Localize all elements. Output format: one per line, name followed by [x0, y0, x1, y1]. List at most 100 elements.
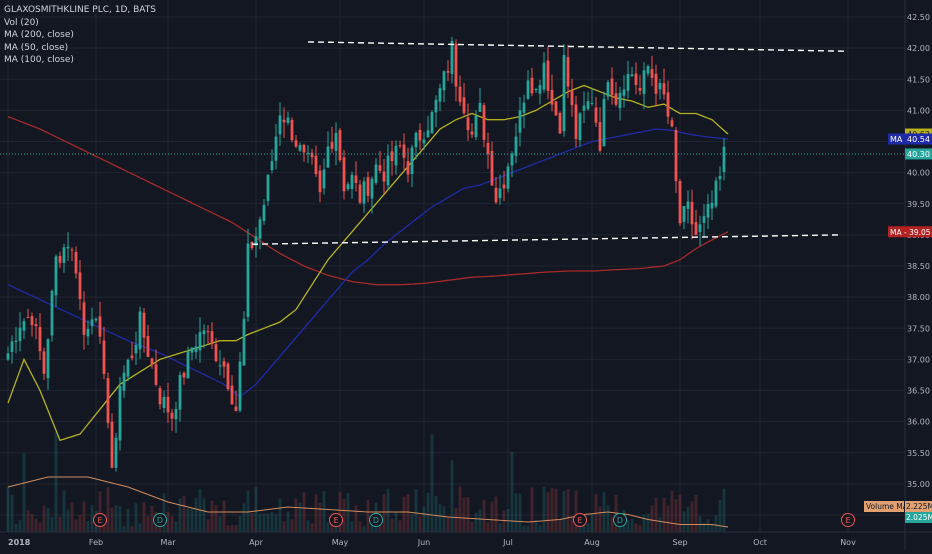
volume-bar [278, 498, 282, 532]
y-tick-label: 41.00 [907, 106, 930, 115]
candle-body [582, 105, 586, 111]
ma200-line [7, 115, 729, 286]
candle-body [482, 105, 486, 140]
candle-body [366, 177, 370, 196]
candle-body [386, 155, 390, 186]
legend-ma200[interactable]: MA (200, close) [4, 30, 74, 40]
candle-body [718, 175, 722, 180]
candle-body [290, 119, 294, 141]
candle-body [90, 319, 94, 327]
dividend-marker[interactable]: D [369, 513, 383, 527]
legend-ma100[interactable]: MA (100, close) [4, 55, 74, 65]
volume-bar [14, 523, 18, 532]
volume-bar [486, 522, 490, 532]
volume-bar [174, 521, 178, 532]
candle-body [170, 412, 174, 419]
candle-body [594, 107, 598, 123]
x-tick-label: Sep [672, 538, 687, 547]
candle-body [322, 169, 326, 189]
earnings-marker[interactable]: E [573, 513, 587, 527]
candle-body [70, 249, 74, 251]
volume-bar [710, 524, 714, 532]
volume-bar [270, 512, 274, 532]
volume-ma-line [7, 476, 729, 528]
candle-body [166, 396, 170, 413]
volume-bar [122, 525, 126, 532]
volume-bar [70, 502, 74, 532]
volume-bar [510, 452, 514, 532]
volume-bar [458, 486, 462, 532]
candle-body [302, 144, 306, 153]
volume-bar [294, 498, 298, 532]
candle-body [326, 146, 330, 168]
volume-bar [390, 518, 394, 532]
candle-body [698, 224, 702, 233]
candle-body [158, 388, 162, 405]
candle-body [634, 73, 638, 86]
legend-ma50[interactable]: MA (50, close) [4, 42, 69, 53]
trendline [251, 234, 841, 245]
volume-bar [570, 517, 574, 532]
volume-bar [334, 522, 338, 532]
candle-body [638, 88, 642, 91]
candle-body [710, 202, 714, 209]
event-letter: D [373, 516, 379, 525]
y-tick-label: 41.50 [907, 75, 930, 84]
volume-bar [454, 508, 458, 532]
candle-body [534, 88, 538, 90]
candle-body [138, 311, 142, 350]
last-price-tag-bg [905, 148, 932, 160]
ma100-price-tag: 40.54 [907, 135, 930, 144]
candle-body [134, 344, 138, 354]
earnings-marker[interactable]: E [841, 513, 855, 527]
volume-bar [338, 492, 342, 532]
volume-bar [482, 499, 486, 532]
y-tick-label: 42.00 [907, 44, 930, 53]
candle-body [198, 332, 202, 351]
volume-bar [494, 496, 498, 532]
volume-bar [402, 496, 406, 532]
volume-bar [470, 521, 474, 532]
y-tick-label: 38.00 [907, 293, 930, 302]
candle-body [234, 406, 238, 412]
candle-body [662, 83, 666, 95]
volume-bar [58, 516, 62, 532]
earnings-marker[interactable]: E [93, 513, 107, 527]
volume-bar [450, 460, 454, 532]
y-tick-label: 42.50 [907, 13, 930, 22]
candle-body [314, 155, 318, 175]
indicator-legend: GLAXOSMITHKLINE PLC, 1D, BATS Vol (20) M… [4, 4, 156, 67]
candle-body [98, 316, 102, 337]
volume-bar [258, 514, 262, 532]
volume-bar [170, 515, 174, 532]
candle-body [258, 219, 262, 239]
symbol-title[interactable]: GLAXOSMITHKLINE PLC, 1D, BATS [4, 5, 156, 15]
candle-body [690, 201, 694, 225]
candle-body [714, 180, 718, 207]
candle-body [182, 372, 186, 378]
volume-bar [690, 501, 694, 532]
candle-body [174, 408, 178, 420]
candle-body [398, 145, 402, 147]
earnings-marker[interactable]: E [329, 513, 343, 527]
event-circle [613, 513, 627, 527]
volume-bar [366, 499, 370, 532]
volume-bar [242, 503, 246, 532]
legend-volume[interactable]: Vol (20) [4, 17, 39, 28]
candle-body [130, 355, 134, 358]
candle-body [402, 144, 406, 158]
volume-bar [26, 510, 30, 532]
volume-bar [474, 512, 478, 532]
candle-body [642, 70, 646, 95]
volume-bar [226, 525, 230, 532]
x-tick-label: May [332, 538, 349, 547]
dividend-marker[interactable]: D [613, 513, 627, 527]
volume-bar [430, 434, 434, 532]
dividend-marker[interactable]: D [153, 513, 167, 527]
candle-body [478, 102, 482, 112]
volume-bar [30, 513, 34, 532]
volume-bar [674, 499, 678, 532]
volume-bar [642, 514, 646, 532]
volume-last-bg [905, 512, 932, 523]
